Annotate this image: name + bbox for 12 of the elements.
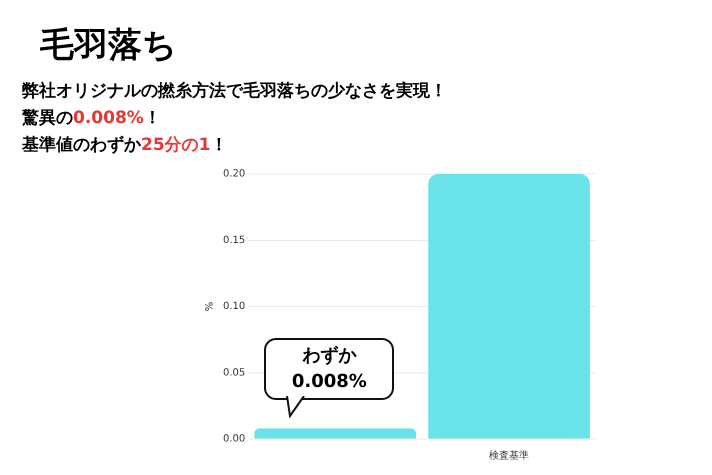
text: 驚異の0.008%！ <box>22 107 162 130</box>
y-tick-label: 0.15 <box>223 234 246 246</box>
text: 基準値のわずか25分の1！ <box>22 134 228 157</box>
chart-title: 毛羽落ち <box>40 24 177 67</box>
chart-subtitle: 弊社オリジナルの撚糸方法で毛羽落ちの少なさを実現！ <box>22 80 447 103</box>
x-tick-label: 検査基準 <box>489 450 530 462</box>
y-tick-label: 0.10 <box>223 301 246 312</box>
y-tick-label: 0.00 <box>223 434 246 445</box>
y-tick-label: 0.20 <box>223 168 246 180</box>
y-tick-label: 0.05 <box>223 367 246 378</box>
y-axis-title: % <box>204 302 216 312</box>
annotation: わずか 0.008% <box>264 338 394 400</box>
